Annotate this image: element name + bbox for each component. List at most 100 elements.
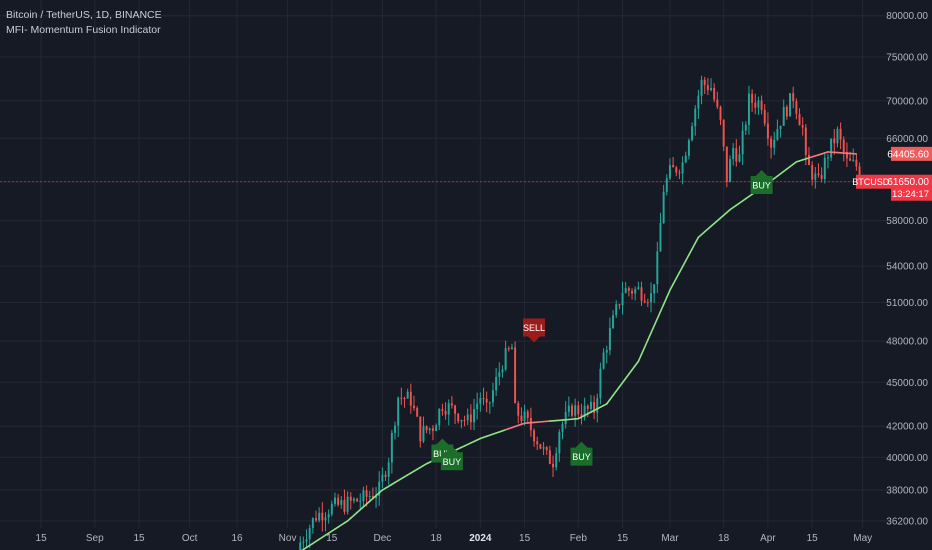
ma-line-segment (665, 289, 671, 299)
x-tick-label: 2024 (469, 533, 492, 544)
candle-body (365, 490, 368, 497)
candle-body (352, 498, 355, 501)
candle-body (488, 402, 491, 404)
candle-body (545, 447, 548, 451)
candle-body (318, 512, 321, 521)
x-tick-label: Nov (279, 533, 297, 544)
buy-signal-label: BUY (443, 457, 462, 467)
y-tick-label: 70000.00 (886, 96, 928, 107)
candle-body (400, 397, 403, 399)
candle-body (438, 409, 441, 426)
candle-body (757, 100, 760, 108)
candle-body (406, 391, 409, 399)
candle-body (811, 165, 814, 180)
candle-body (311, 518, 314, 528)
candle-body (833, 138, 836, 144)
ma-line-segment (609, 394, 614, 401)
ma-line-segment (662, 296, 668, 306)
buy-signal-marker[interactable] (750, 169, 773, 194)
candle-body (473, 409, 476, 423)
candle-body (643, 300, 646, 303)
candle-body (302, 541, 305, 543)
candle-body (337, 497, 340, 505)
candle-body (612, 315, 615, 329)
ma-line-segment (681, 260, 687, 268)
ma-line-segment (621, 377, 627, 384)
candle-body (577, 405, 580, 415)
candle-body (744, 124, 747, 131)
candle-body (804, 127, 807, 155)
candle-body (656, 251, 659, 285)
x-tick-label: 15 (36, 533, 48, 544)
ma-line-segment (637, 353, 643, 363)
candle-body (567, 405, 570, 412)
candle-body (299, 542, 302, 550)
candle-body (659, 223, 662, 252)
last-price-badge (891, 174, 932, 201)
candle-body (678, 172, 681, 174)
candle-body (634, 288, 637, 294)
candle-body (605, 350, 608, 353)
candle-body (668, 165, 671, 179)
candle-body (466, 414, 469, 421)
candle-body (425, 426, 428, 431)
sell-signal-marker[interactable] (523, 318, 546, 343)
indicator-title[interactable]: MFI- Momentum Fusion Indicator (6, 24, 161, 36)
x-tick-label: Mar (661, 533, 679, 544)
y-tick-label: 75000.00 (886, 52, 928, 63)
x-tick-label: 15 (326, 533, 338, 544)
candle-body (722, 119, 725, 147)
buy-signal-marker[interactable] (440, 446, 463, 471)
ma-line-segment (624, 373, 630, 380)
x-tick-label: 15 (133, 533, 145, 544)
candle-body (324, 517, 327, 521)
sell-signal-label: SELL (523, 323, 545, 333)
candle-body (507, 348, 510, 350)
candle-body (514, 347, 517, 404)
candle-body (561, 424, 564, 433)
candle-body (330, 503, 333, 515)
ma-line-segment (694, 236, 700, 244)
candle-body (710, 88, 713, 91)
candle-body (700, 79, 703, 96)
candle-body (716, 99, 719, 107)
candle-body (808, 154, 810, 166)
candle-body (371, 495, 374, 499)
candle-body (770, 138, 773, 148)
candle-body (839, 128, 842, 140)
candle-body (681, 162, 684, 174)
symbol-title[interactable]: Bitcoin / TetherUS, 1D, BINANCE (6, 9, 162, 21)
ma-line-segment (684, 254, 690, 262)
candle-body (533, 430, 536, 442)
x-tick-label: 15 (519, 533, 531, 544)
buy-signal-label: BUY (572, 452, 591, 462)
ma-line-segment (643, 339, 649, 348)
y-tick-label: 58000.00 (886, 216, 928, 227)
candle-body (384, 474, 387, 477)
candle-body (631, 290, 634, 294)
ma-price-label: 64405.60 (887, 149, 929, 160)
buy-signal-marker[interactable] (570, 441, 593, 466)
y-tick-label: 36200.00 (886, 516, 928, 527)
candle-body (782, 106, 785, 126)
candle-body (779, 125, 782, 130)
candle-body (826, 157, 829, 159)
candle-body (747, 93, 750, 125)
symbol-badge (856, 174, 891, 189)
candle-body (315, 518, 317, 521)
x-tick-label: Apr (760, 533, 776, 544)
candle-body (504, 348, 507, 370)
candle-body (580, 414, 583, 418)
ma-line-segment (612, 390, 618, 397)
candle-body (849, 158, 852, 161)
candle-body (593, 401, 596, 413)
ma-line-segment (634, 360, 640, 367)
candle-body (327, 514, 330, 518)
candle-body (457, 413, 460, 422)
candle-body (564, 411, 567, 425)
candle-body (729, 159, 731, 182)
countdown-label: 13:24:17 (892, 189, 929, 200)
candle-body (713, 88, 716, 100)
